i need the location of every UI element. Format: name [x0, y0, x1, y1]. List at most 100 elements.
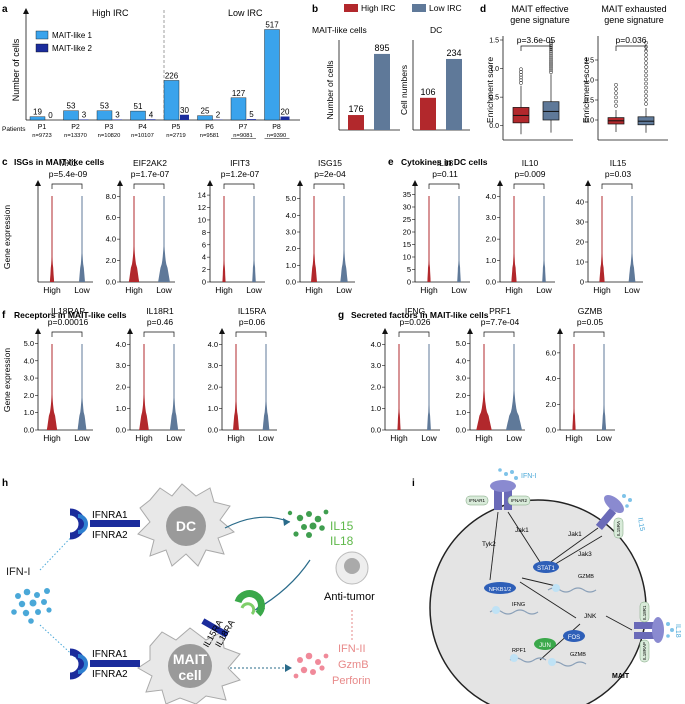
i-gzmb2-label: GZMB — [570, 652, 586, 658]
d-outlier — [644, 89, 648, 94]
violin-tick-label: 3.0 — [371, 361, 381, 370]
b-legend-label-high: High IRC — [361, 3, 395, 13]
violin-tick-label: 1.0 — [486, 256, 496, 265]
violin-xlabel: High — [420, 285, 438, 295]
d-outlier — [644, 73, 648, 78]
violin-tick-label: 4.0 — [24, 356, 34, 365]
patient-label: P5 — [172, 124, 181, 131]
patient-n-label: n=9390 — [267, 133, 287, 139]
violin-low — [79, 196, 85, 282]
h-il18-label: IL18 — [330, 534, 354, 548]
panel-d: d MAIT effective gene signature MAIT exh… — [480, 4, 668, 141]
bar-value-label: 106 — [420, 87, 435, 97]
dc-nucleus — [166, 506, 206, 546]
bar-label-maitlike1: 127 — [232, 89, 246, 98]
e-section-title: Cytokines in DC cells — [401, 157, 488, 167]
bar-low-irc — [446, 58, 462, 130]
d-tick-label: 1.0 — [489, 66, 499, 73]
violin-tick-label: 0 — [580, 278, 584, 287]
violin-tick-label: 15 — [403, 240, 411, 249]
violin-xlabel: Low — [258, 433, 274, 443]
patient-n-label: n=10820 — [98, 133, 121, 139]
bar-maitlike1 — [130, 110, 146, 121]
c-ylabel: Gene expression — [2, 205, 12, 270]
ifni-ligand-dots — [498, 468, 518, 480]
patient-label: P3 — [105, 124, 114, 131]
violin-tick-label: 2.0 — [208, 383, 218, 392]
mait-nucleus — [168, 644, 212, 688]
i-il15ra-label: IL15RA — [616, 521, 621, 536]
panel-label-e: e — [388, 157, 394, 168]
violin-yaxis-arrow — [585, 180, 591, 186]
violin-xlabel: High — [390, 433, 408, 443]
violin-bracket — [573, 331, 605, 337]
violin-yaxis-arrow — [127, 328, 133, 334]
bar-value-label: 234 — [446, 48, 461, 58]
i-ifnar2-box — [507, 495, 531, 506]
violin-tick-label: 4.0 — [546, 374, 556, 383]
bar-maitlike1 — [29, 116, 46, 121]
violin-tick-label: 35 — [403, 190, 411, 199]
d-outlier — [614, 91, 618, 96]
i-jak1b-label: Jak1 — [568, 531, 582, 538]
violin-tick-label: 0.0 — [286, 278, 296, 287]
violin-tick-label: 0.0 — [486, 278, 496, 287]
b-legend-swatch-low — [412, 4, 426, 12]
bar-value-label: 176 — [348, 104, 363, 114]
violin-low — [169, 344, 179, 430]
violin-tick-label: 30 — [403, 203, 411, 212]
violin-tick-label: 40 — [576, 198, 584, 207]
legend-swatch-maitlike1 — [35, 30, 49, 40]
violin-tick-label: 2.0 — [286, 244, 296, 253]
d-outlier — [549, 41, 553, 46]
h-ifnra2-bottom: IFNRA2 — [92, 669, 128, 680]
patient-label: P4 — [138, 124, 147, 131]
violin-tick-label: 4.0 — [486, 192, 496, 201]
d-title-2-line2: gene signature — [604, 15, 664, 25]
f-section-title: Receptors in MAIT-like cells — [14, 310, 127, 320]
a-patients-label: Patients — [2, 126, 26, 133]
d-outlier — [644, 85, 648, 90]
violin-tick-label: 8.0 — [106, 192, 116, 201]
violin-gene-title: IFNG — [405, 306, 425, 316]
violin-xlabel: High — [505, 285, 523, 295]
violin-low — [601, 344, 607, 430]
violin-pvalue: p=0.05 — [577, 317, 604, 327]
legend-swatch-maitlike2 — [35, 43, 49, 53]
h-ifnra2-top: IFNRA2 — [92, 530, 128, 541]
violin-bracket — [313, 183, 345, 189]
d-plots: 0.0 0.5 1.0 1.5 p=3.6e-05 0.0 0.5 1.0 1.5 p=0.036 — [489, 35, 668, 141]
violin-high — [427, 196, 431, 282]
i-signal-arrows — [489, 511, 633, 661]
bar-label-maitlike2: 0 — [48, 111, 53, 120]
violin-high — [139, 344, 149, 430]
violin-tick-label: 0 — [407, 278, 411, 287]
violin-gene-title: IL15RA — [238, 306, 267, 316]
i-ifng-label: IFNG — [512, 602, 525, 608]
g-section-title: Secreted factors in MAIT-like cells — [351, 310, 489, 320]
f-ylabel: Gene expression — [2, 348, 12, 413]
violin-tick-label: 4.0 — [371, 340, 381, 349]
violin-bracket — [513, 183, 545, 189]
mait-receptor — [69, 648, 140, 680]
bar-label-maitlike1: 226 — [165, 71, 179, 80]
i-fos — [563, 630, 585, 642]
bar-maitlike2 — [180, 114, 189, 120]
violin-high — [397, 344, 401, 430]
violin-tick-label: 4.0 — [116, 340, 126, 349]
violin-gene-title: IFIT3 — [230, 158, 250, 168]
bar-maitlike2 — [79, 119, 89, 120]
violin-tick-label: 0.0 — [24, 426, 34, 435]
violin-tick-label: 4.0 — [208, 340, 218, 349]
violin-tick-label: 1.0 — [286, 261, 296, 270]
violin-low — [628, 196, 636, 282]
violin-yaxis-arrow — [219, 328, 225, 334]
violin-tick-label: 2.0 — [546, 400, 556, 409]
i-jak3-label: Jak3 — [578, 551, 592, 558]
violin-yaxis-arrow — [467, 328, 473, 334]
violin-tick-label: 20 — [403, 228, 411, 237]
h-ifni-label: IFN-I — [6, 566, 30, 578]
panel-h: h IFN-I IFNRA1 IFNRA2 DC IL15 IL1 — [2, 478, 375, 704]
violin-tick-label: 2.0 — [106, 256, 116, 265]
bar-maitlike2 — [146, 119, 156, 120]
